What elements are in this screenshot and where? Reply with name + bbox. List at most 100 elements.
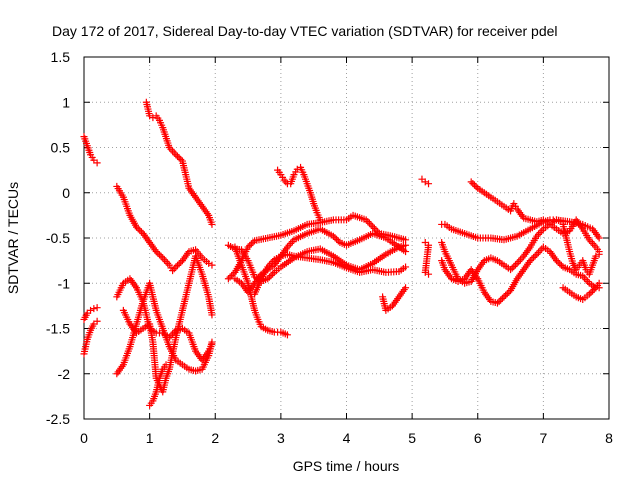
data-point bbox=[553, 257, 560, 265]
x-tick-label: 1 bbox=[146, 430, 154, 446]
y-tick-label: 0 bbox=[62, 185, 70, 201]
y-axis-title: SDTVAR / TECUs bbox=[5, 182, 21, 294]
data-point bbox=[589, 239, 597, 247]
series-sat-j bbox=[224, 241, 410, 285]
y-tick-label: -2.5 bbox=[46, 411, 70, 427]
data-point bbox=[556, 260, 564, 268]
data-point bbox=[425, 180, 433, 188]
data-point bbox=[287, 239, 295, 247]
data-point bbox=[249, 238, 257, 246]
chart-title: Day 172 of 2017, Sidereal Day-to-day VTE… bbox=[52, 23, 558, 39]
series-sat-h bbox=[119, 252, 216, 396]
data-point bbox=[362, 216, 370, 224]
data-point bbox=[175, 260, 183, 268]
data-point bbox=[177, 155, 185, 163]
data-point bbox=[425, 270, 433, 278]
x-tick-label: 5 bbox=[408, 430, 416, 446]
y-tick-label: 1 bbox=[62, 94, 70, 110]
data-point bbox=[316, 216, 324, 224]
data-point bbox=[536, 229, 544, 237]
x-tick-label: 3 bbox=[277, 430, 285, 446]
data-point bbox=[515, 258, 523, 266]
data-point bbox=[528, 255, 536, 263]
y-tick-label: -2 bbox=[58, 366, 71, 382]
data-point bbox=[530, 253, 538, 261]
series-sat-b bbox=[80, 317, 101, 358]
data-point bbox=[595, 234, 603, 242]
data-point bbox=[589, 287, 597, 295]
data-point bbox=[93, 304, 101, 312]
data-point bbox=[244, 243, 252, 251]
data-point bbox=[595, 250, 603, 258]
data-point bbox=[497, 296, 505, 304]
data-point bbox=[585, 290, 593, 298]
x-tick-label: 0 bbox=[80, 430, 88, 446]
data-point bbox=[229, 270, 237, 278]
data-point bbox=[208, 338, 216, 346]
data-point bbox=[228, 272, 236, 280]
data-point bbox=[269, 270, 277, 278]
data-point bbox=[170, 265, 178, 273]
data-point bbox=[93, 317, 101, 325]
series-sat-i bbox=[146, 361, 170, 409]
data-point bbox=[469, 179, 477, 187]
series-sat-x bbox=[559, 220, 603, 278]
data-point bbox=[175, 154, 183, 162]
series-sat-v bbox=[467, 178, 603, 256]
series-sat-n bbox=[251, 250, 410, 298]
data-point bbox=[133, 223, 140, 231]
data-point bbox=[505, 288, 513, 296]
data-point bbox=[334, 237, 342, 245]
data-point bbox=[157, 252, 165, 260]
data-point bbox=[174, 261, 182, 269]
data-point bbox=[264, 275, 272, 283]
series-sat-r bbox=[421, 239, 433, 278]
series-sat-m bbox=[231, 243, 291, 339]
y-tick-label: 0.5 bbox=[51, 140, 71, 156]
data-point bbox=[172, 263, 180, 271]
series-sat-d bbox=[113, 182, 216, 275]
data-point bbox=[160, 256, 168, 264]
x-tick-label: 2 bbox=[211, 430, 219, 446]
x-tick-label: 6 bbox=[474, 430, 482, 446]
x-axis-title: GPS time / hours bbox=[293, 458, 400, 474]
data-point bbox=[503, 290, 511, 298]
data-point bbox=[90, 305, 98, 313]
y-tick-label: -1.5 bbox=[46, 321, 70, 337]
tick-layer: 0 1 2 3 4 5 6 7 8 -2.5 -2 -1.5 -1 -0.5 0 0.5 1 1.5 bbox=[46, 49, 613, 446]
series-sat-k bbox=[224, 211, 410, 283]
data-point bbox=[498, 294, 506, 302]
data-point bbox=[557, 261, 565, 269]
data-point bbox=[208, 261, 216, 269]
data-point bbox=[467, 178, 475, 186]
data-point bbox=[177, 258, 185, 266]
data-point bbox=[402, 284, 410, 292]
data-point bbox=[137, 228, 145, 236]
data-point bbox=[169, 147, 177, 155]
series-sat-u bbox=[438, 243, 603, 307]
data-point bbox=[590, 241, 598, 249]
data-point bbox=[402, 248, 410, 256]
data-point bbox=[372, 226, 380, 234]
data-point bbox=[587, 289, 595, 297]
data-point bbox=[538, 227, 546, 235]
data-point bbox=[246, 241, 254, 249]
marks-layer bbox=[80, 98, 603, 409]
y-tick-label: 1.5 bbox=[51, 49, 71, 65]
data-point bbox=[364, 218, 372, 226]
data-point bbox=[155, 251, 163, 259]
data-point bbox=[510, 263, 518, 271]
data-point bbox=[533, 250, 541, 258]
data-point bbox=[531, 252, 539, 260]
data-point bbox=[526, 257, 534, 265]
data-point bbox=[152, 248, 160, 256]
data-point bbox=[554, 258, 562, 266]
data-point bbox=[582, 276, 590, 284]
y-tick-label: -0.5 bbox=[46, 230, 70, 246]
data-point bbox=[590, 285, 598, 293]
data-point bbox=[516, 256, 524, 264]
x-tick-label: 8 bbox=[605, 430, 613, 446]
data-point bbox=[208, 311, 216, 319]
data-point bbox=[159, 254, 167, 262]
